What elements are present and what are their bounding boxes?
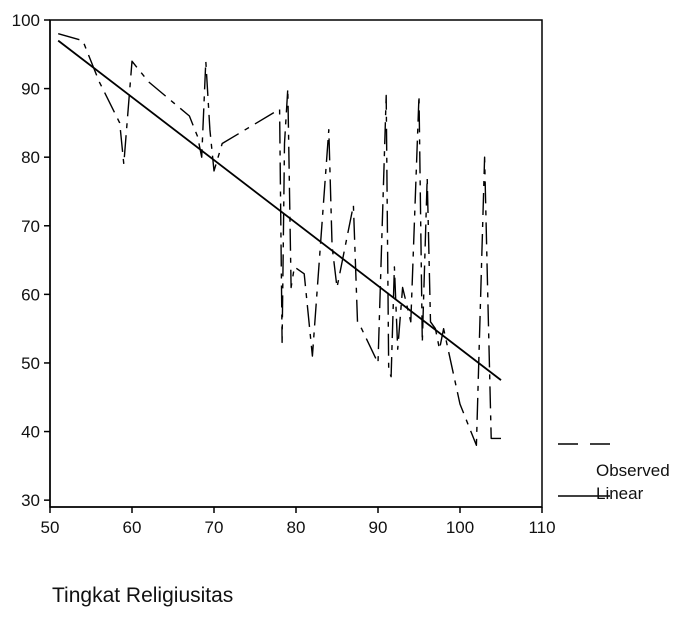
y-tick-label: 40 — [21, 423, 40, 442]
x-tick-label: 50 — [41, 518, 60, 537]
x-tick-label: 100 — [446, 518, 474, 537]
y-ticks: 30 40 50 60 70 80 90 100 — [12, 11, 50, 510]
x-tick-label: 60 — [123, 518, 142, 537]
series-line-linear — [57, 39, 502, 381]
y-tick-label: 70 — [21, 217, 40, 236]
legend: Observed Linear — [558, 443, 670, 503]
x-tick-label: 80 — [287, 518, 306, 537]
legend-label-linear: Linear — [596, 484, 644, 503]
x-axis-label: Tingkat Religiusitas — [52, 584, 233, 607]
y-tick-label: 90 — [21, 80, 40, 99]
series-line-observed — [58, 33, 501, 446]
x-ticks: 50 60 70 80 90 100 110 — [41, 507, 556, 537]
y-tick-label: 30 — [21, 491, 40, 510]
y-tick-label: 80 — [21, 148, 40, 167]
x-tick-label: 110 — [528, 518, 555, 537]
plot-frame — [49, 19, 543, 508]
x-tick-label: 70 — [205, 518, 224, 537]
y-tick-label: 100 — [12, 11, 40, 30]
y-tick-label: 50 — [21, 354, 40, 373]
y-tick-label: 60 — [21, 285, 40, 304]
series-layer — [57, 33, 502, 446]
x-tick-label: 90 — [369, 518, 388, 537]
legend-label-observed: Observed — [596, 461, 670, 480]
